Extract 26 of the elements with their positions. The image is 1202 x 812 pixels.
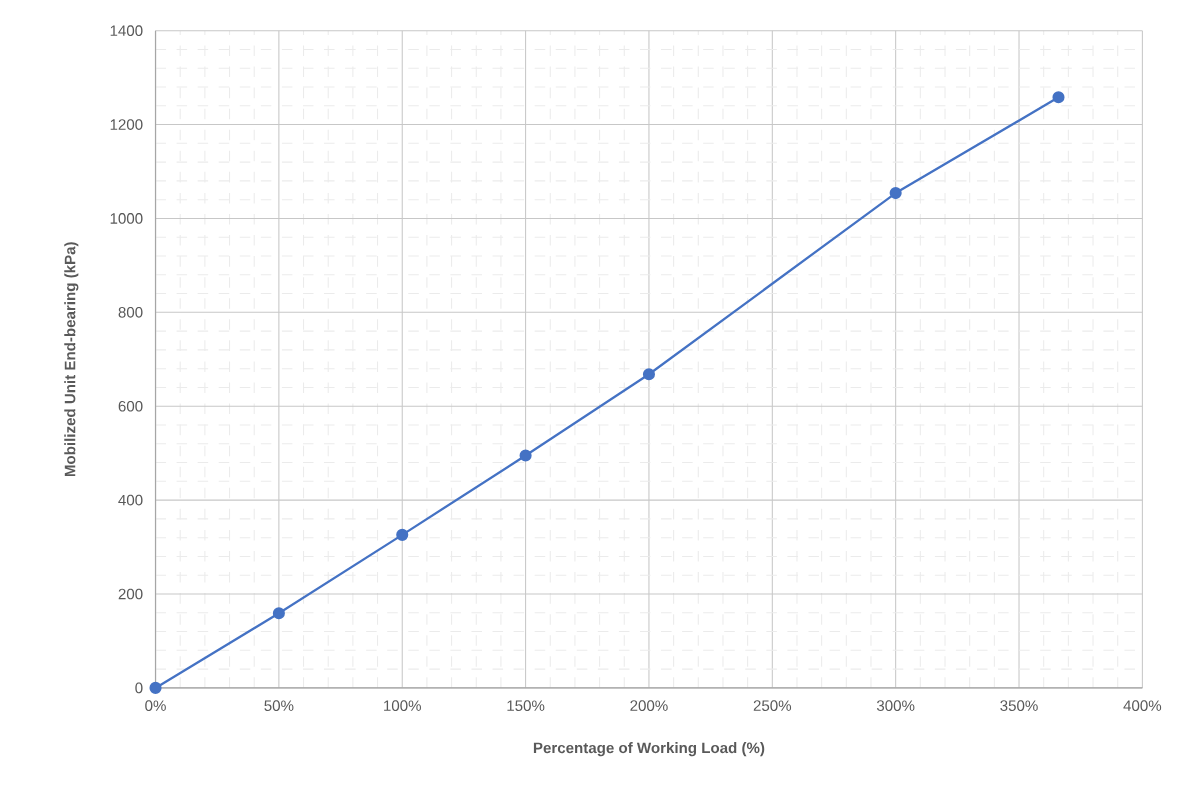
- y-tick-label: 1000: [110, 212, 143, 224]
- x-tick-label: 400%: [1123, 700, 1162, 711]
- y-tick-label: 400: [118, 494, 143, 506]
- y-tick-label: 1400: [110, 25, 143, 36]
- point: [889, 186, 902, 199]
- x-tick-label: 350%: [1000, 700, 1038, 711]
- y-axis-title: Mobilized Unit End-bearing (kPa): [64, 241, 79, 476]
- point: [642, 368, 655, 381]
- x-tick-label: 200%: [630, 700, 668, 711]
- y-tick-label: 600: [118, 400, 143, 412]
- point: [1052, 91, 1065, 104]
- x-tick-label: 250%: [753, 700, 792, 711]
- y-tick-label: 800: [118, 306, 143, 318]
- point: [519, 449, 532, 462]
- x-tick-label: 50%: [264, 700, 294, 711]
- x-tick-label: 0%: [145, 700, 166, 711]
- x-tick-label: 150%: [507, 700, 545, 711]
- point: [149, 681, 162, 694]
- x-tick-label: 300%: [876, 700, 915, 711]
- y-tick-label: 200: [118, 588, 143, 600]
- y-tick-label: 0: [135, 682, 143, 694]
- y-tick-label: 1200: [110, 119, 143, 130]
- x-axis-title: Percentage of Working Load (%): [533, 741, 765, 757]
- x-tick-label: 100%: [384, 700, 421, 711]
- point: [272, 606, 285, 620]
- point: [396, 528, 409, 541]
